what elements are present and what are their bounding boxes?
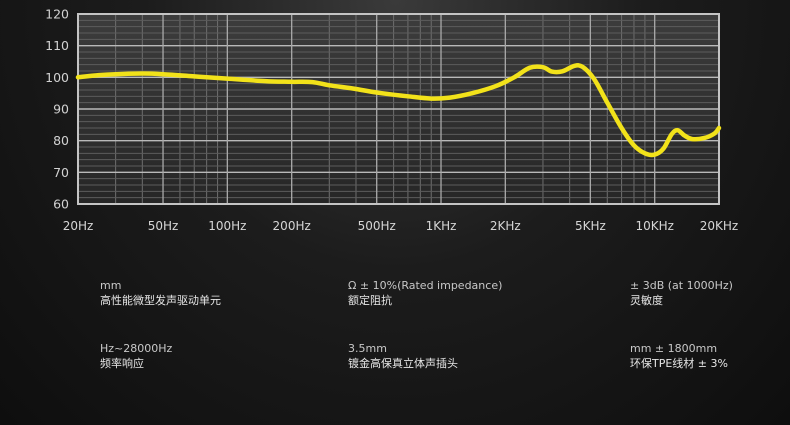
x-tick-label: 5KHz: [575, 219, 606, 233]
spec-plug: 3.5mm 镀金高保真立体声插头: [348, 341, 458, 371]
y-tick-label: 70: [53, 165, 69, 180]
y-tick-label: 110: [45, 38, 69, 53]
spec-cable-label: 环保TPE线材 ± 3%: [630, 357, 728, 370]
spec-driver-label: 高性能微型发声驱动单元: [100, 294, 221, 307]
spec-sensitivity-value: ± 3dB (at 1000Hz): [630, 279, 733, 292]
y-tick-label: 90: [53, 102, 69, 117]
y-axis-ticks: 60 70 80 90 100 110 120: [45, 7, 69, 212]
x-tick-label: 10KHz: [635, 219, 673, 233]
spec-impedance: Ω ± 10%(Rated impedance) 额定阻抗: [348, 278, 502, 308]
x-tick-label: 1KHz: [426, 219, 457, 233]
x-tick-label: 200Hz: [273, 219, 311, 233]
spec-driver: mm 高性能微型发声驱动单元: [100, 278, 221, 308]
spec-frequency-response-value: Hz~28000Hz: [100, 342, 173, 355]
spec-frequency-response: Hz~28000Hz 频率响应: [100, 341, 172, 371]
plot-border: [77, 13, 720, 205]
x-axis-ticks: 20Hz 50Hz 100Hz 200Hz 500Hz 1KHz 2KHz 5KHz 10KHz…: [63, 219, 739, 233]
spec-cable: mm ± 1800mm 环保TPE线材 ± 3%: [630, 341, 728, 371]
frequency-response-chart: 60 70 80 90 100 110 120 20Hz 50Hz 100Hz 200Hz 500H…: [45, 7, 739, 234]
x-tick-label: 100Hz: [208, 219, 246, 233]
spec-frequency-response-label: 频率响应: [100, 357, 144, 370]
series-layer: [75, 63, 722, 158]
y-tick-label: 100: [45, 70, 69, 85]
spec-cable-value: mm ± 1800mm: [630, 342, 718, 355]
spec-impedance-label: 额定阻抗: [348, 294, 392, 307]
x-tick-label: 50Hz: [148, 219, 179, 233]
spec-plug-label: 镀金高保真立体声插头: [348, 357, 458, 370]
spec-plug-value: 3.5mm: [348, 342, 387, 355]
y-tick-label: 120: [45, 7, 69, 22]
y-tick-label: 60: [53, 197, 69, 212]
x-tick-label: 500Hz: [358, 219, 396, 233]
x-tick-label: 20Hz: [63, 219, 94, 233]
frequency-response-line: [75, 63, 722, 158]
spec-driver-value: mm: [100, 279, 122, 292]
x-tick-label: 2KHz: [490, 219, 521, 233]
y-tick-label: 80: [53, 133, 69, 148]
x-tick-label: 20KHz: [700, 219, 738, 233]
spec-sensitivity-label: 灵敏度: [630, 294, 663, 307]
spec-impedance-value: Ω ± 10%(Rated impedance): [348, 279, 503, 292]
spec-sensitivity: ± 3dB (at 1000Hz) 灵敏度: [630, 278, 733, 308]
